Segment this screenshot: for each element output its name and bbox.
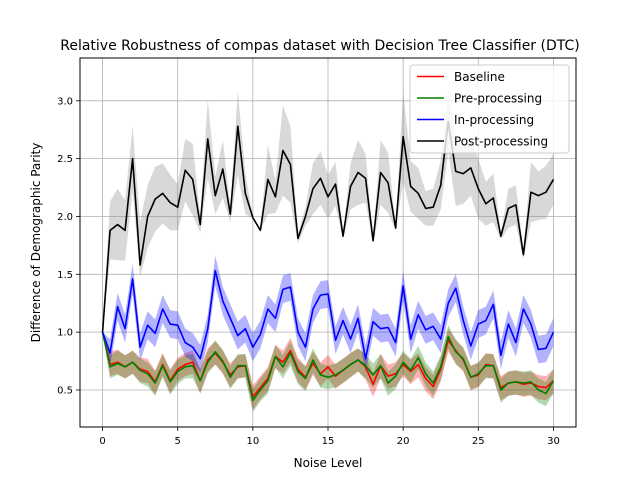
y-tick-label: 3.0: [57, 96, 73, 107]
legend: Baseline Pre-processing In-processing Post-…: [409, 64, 570, 154]
legend-label: Pre-processing: [454, 91, 542, 105]
band-pre-processing: [102, 325, 554, 412]
x-tick-label: 15: [322, 436, 335, 447]
x-tick-label: 20: [397, 436, 410, 447]
y-tick-label: 0.5: [57, 385, 73, 396]
line-in-processing: [101, 270, 555, 360]
y-tick-label: 2.0: [57, 212, 73, 223]
x-tick-label: 10: [246, 436, 259, 447]
x-tick-label: 30: [547, 436, 560, 447]
y-axis-ticks: 0.5 1.0 1.5 2.0 2.5 3.0: [57, 96, 80, 396]
y-axis-label: Difference of Demographic Parity: [29, 143, 43, 343]
y-tick-label: 1.5: [57, 270, 73, 281]
legend-label: Baseline: [454, 70, 505, 84]
line-baseline: [101, 331, 554, 398]
x-tick-label: 0: [99, 436, 105, 447]
legend-box: [409, 64, 570, 154]
y-tick-label: 2.5: [57, 154, 73, 165]
band-post-processing: [102, 91, 554, 333]
band-in-processing: [102, 255, 554, 373]
x-axis-ticks: 0 5 10 15 20 25 30: [99, 427, 560, 447]
line-post-processing: [101, 120, 555, 333]
x-tick-label: 5: [175, 436, 181, 447]
legend-label: Post-processing: [454, 134, 548, 148]
confidence-bands: [102, 91, 554, 412]
series-lines: [101, 120, 555, 402]
x-tick-label: 25: [472, 436, 485, 447]
y-tick-label: 1.0: [57, 328, 73, 339]
band-baseline: [102, 328, 554, 410]
x-axis-label: Noise Level: [294, 456, 363, 470]
legend-label: In-processing: [454, 113, 534, 127]
grid: [80, 58, 576, 427]
line-pre-processing: [101, 331, 555, 402]
chart-title: Relative Robustness of compas dataset wi…: [60, 38, 579, 54]
